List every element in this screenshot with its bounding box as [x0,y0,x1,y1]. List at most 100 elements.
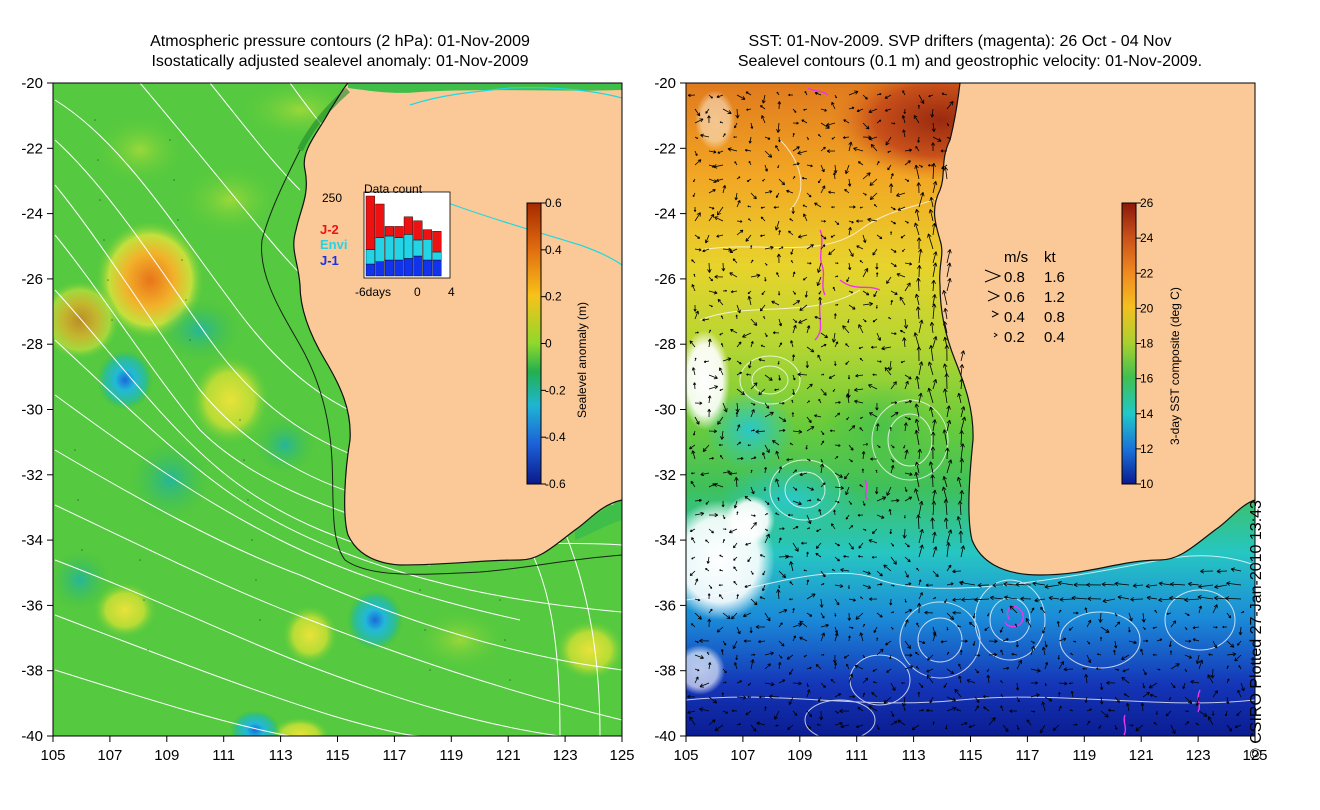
velocity-arrow [890,299,894,306]
velocity-arrow [1000,705,1004,712]
velocity-arrow [691,259,696,264]
velocity-arrow [927,387,934,404]
velocity-arrow [1032,581,1046,586]
velocity-arrow [944,344,950,362]
velocity-arrow [932,489,937,502]
y-tick-label: -30 [21,402,43,419]
velocity-arrow [729,248,738,253]
velocity-arrow [792,542,799,552]
velocity-arrow [806,612,813,617]
velocity-arrow [750,402,756,406]
velocity-arrow [1097,653,1102,656]
velocity-arrow [1197,594,1214,600]
velocity-arrow [1128,640,1137,645]
inset-bar-segment-j2 [375,203,385,238]
velocity-arrow [708,206,715,210]
velocity-arrow [786,189,794,194]
velocity-arrow [890,584,895,587]
velocity-arrow [903,108,906,114]
velocity-arrow [831,136,836,140]
velocity-arrow [792,300,801,306]
velocity-arrow [708,429,717,434]
velocity-arrow [820,440,825,446]
velocity-arrow [818,398,822,404]
velocity-arrow [918,500,924,516]
velocity-arrow [707,338,712,348]
velocity-arrow [932,419,937,432]
velocity-arrow [1011,652,1018,656]
velocity-arrow [1086,640,1091,645]
velocity-arrow [1086,619,1092,628]
velocity-arrow [903,444,906,449]
velocity-arrow [845,486,850,496]
velocity-arrow [1071,595,1088,601]
x-tick-label: 111 [845,747,868,764]
svp-drifter-tracks [807,87,1201,736]
velocity-arrow [834,275,839,278]
velocity-arrow [736,304,741,314]
inset-bar-segment-envi [413,239,423,257]
velocity-arrow [886,486,892,496]
velocity-arrow [884,108,892,112]
velocity-arrow [960,443,965,460]
velocity-arrow [1030,645,1035,656]
velocity-arrow [814,315,822,320]
velocity-arrow [869,597,878,601]
velocity-arrow [914,164,920,180]
velocity-arrow [820,682,826,688]
y-tick-label: -38 [21,663,43,680]
velocity-arrow [759,304,766,312]
velocity-arrow [927,361,934,376]
velocity-arrow [772,331,780,335]
velocity-arrow [876,514,885,519]
x-tick-label: 123 [1186,747,1211,764]
velocity-arrow [915,375,920,390]
velocity-arrow [815,664,822,670]
velocity-arrow [904,486,908,492]
velocity-arrow [832,654,837,664]
velocity-arrow [875,423,880,432]
y-tick-label: -36 [654,597,676,614]
velocity-arrow [1237,640,1242,646]
velocity-arrow [904,598,907,603]
velocity-arrow [702,318,710,322]
velocity-arrow [1000,608,1004,614]
inset-bar-segment-j2 [365,195,375,250]
velocity-arrow [694,676,699,684]
velocity-arrow [983,706,990,712]
velocity-arrow [792,607,795,614]
inset-bar-segment-envi [403,234,413,259]
velocity-arrow [694,212,701,222]
velocity-arrow [733,566,738,572]
velocity-arrow [1146,595,1158,601]
velocity-arrow [1142,692,1150,698]
velocity-arrow [792,526,799,530]
velocity-arrow [764,444,770,454]
velocity-arrow [873,290,878,298]
velocity-arrow [744,495,752,502]
velocity-arrow [728,528,738,534]
velocity-arrow [820,583,825,586]
velocity-arrow [862,234,867,244]
velocity-arrow [952,569,962,574]
inset-max-label: 250 [322,191,342,205]
velocity-arrow [1102,598,1116,603]
velocity-arrow [1016,659,1022,670]
velocity-arrow [733,556,738,561]
right-map-panel: 105 107 109 111 113 115 117 119 121 123 125 -20 -22 -… [654,75,1267,764]
velocity-arrow [1238,665,1242,670]
velocity-arrow [862,290,870,296]
velocity-arrow [1225,596,1242,601]
velocity-arrow [691,537,696,544]
velocity-arrow [708,374,718,380]
velocity-arrow [736,626,741,635]
velocity-arrow [1184,710,1189,713]
velocity-arrow [853,146,864,152]
velocity-arrow [722,539,725,544]
colorbar-tick-label: 14 [1140,407,1154,421]
velocity-arrow [708,385,719,390]
velocity-arrow [820,653,825,656]
velocity-arrow [876,648,884,656]
velocity-arrow [917,448,922,460]
velocity-arrow [988,639,998,644]
